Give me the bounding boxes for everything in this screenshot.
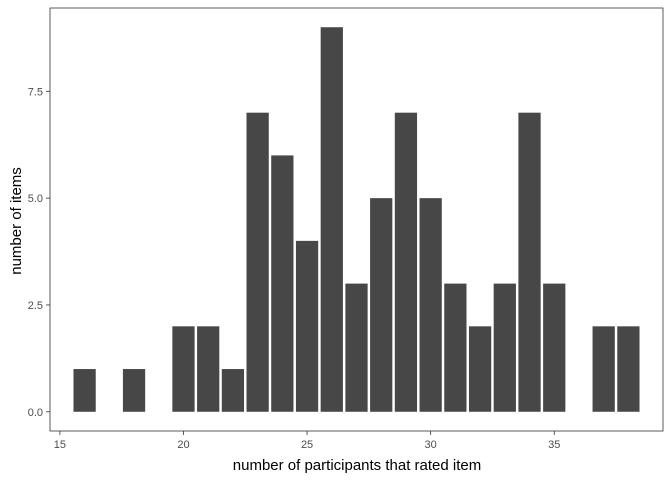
x-tick-label: 20	[177, 439, 189, 451]
bars-group	[73, 27, 640, 412]
bar-27	[345, 283, 368, 412]
x-tick-label: 15	[54, 439, 66, 451]
bar-38	[617, 326, 640, 412]
bar-33	[493, 283, 516, 412]
y-tick-label: 0.0	[28, 407, 43, 419]
x-tick-label: 35	[548, 439, 560, 451]
bar-25	[295, 240, 319, 412]
x-tick-label: 25	[301, 439, 313, 451]
bar-26	[320, 27, 343, 412]
bar-34	[518, 112, 541, 412]
bar-32	[468, 326, 492, 412]
y-tick-label: 2.5	[28, 300, 43, 312]
bar-37	[592, 326, 615, 412]
bar-29	[394, 112, 418, 412]
bar-22	[221, 369, 245, 412]
y-axis-ticks: 0.0 2.5 5.0 7.5	[28, 86, 50, 419]
bar-24	[271, 155, 294, 412]
y-axis-title: number of items	[8, 167, 25, 275]
bar-21	[197, 326, 220, 412]
bar-28	[370, 198, 393, 412]
y-tick-label: 5.0	[28, 193, 43, 205]
bar-16	[73, 369, 96, 412]
bar-20	[172, 326, 195, 412]
x-axis-ticks: 15 20 25 30 35	[54, 431, 560, 451]
y-tick-label: 7.5	[28, 86, 43, 98]
plot-panel-border	[49, 7, 664, 432]
x-axis-title: number of participants that rated item	[233, 457, 481, 474]
bar-18	[122, 369, 146, 412]
bar-23	[246, 112, 269, 412]
bar-30	[419, 198, 442, 412]
bar-31	[444, 283, 467, 412]
bar-35	[543, 283, 566, 412]
x-tick-label: 30	[425, 439, 437, 451]
